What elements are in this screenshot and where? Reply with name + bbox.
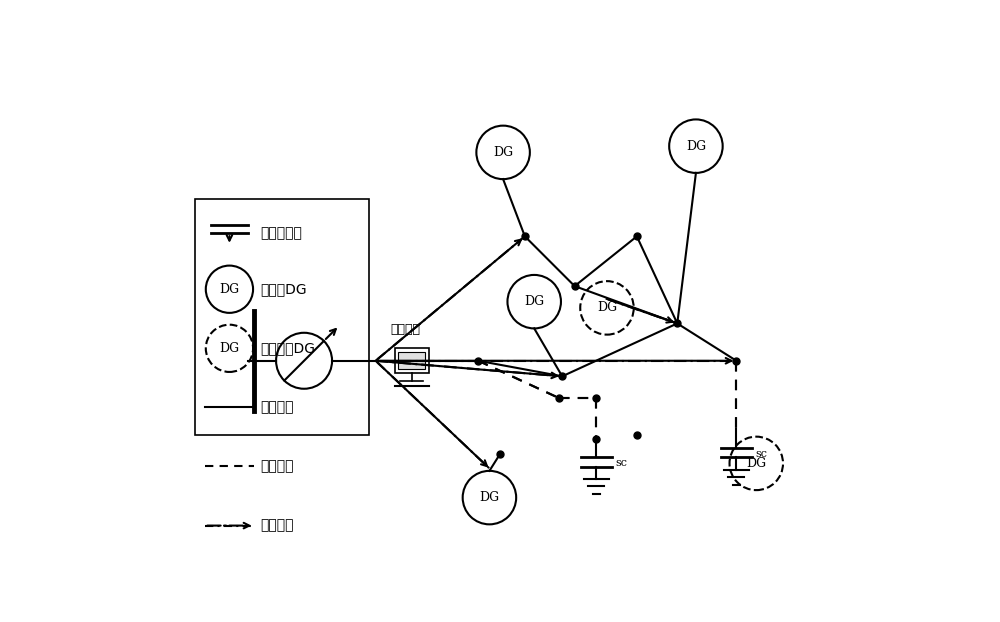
Text: 调度系统: 调度系统	[390, 323, 420, 336]
Text: sc: sc	[615, 458, 627, 468]
Bar	[398, 352, 425, 369]
Text: DG: DG	[493, 146, 513, 159]
Text: DG: DG	[479, 491, 499, 504]
Text: DG: DG	[524, 295, 544, 308]
Text: 可观测DG: 可观测DG	[261, 282, 307, 296]
Text: 通信线路: 通信线路	[261, 519, 294, 532]
Text: DG: DG	[219, 283, 239, 295]
FancyBboxPatch shape	[195, 199, 369, 435]
Text: sc: sc	[755, 449, 767, 459]
Text: DG: DG	[219, 342, 239, 355]
Text: 已知支路: 已知支路	[261, 401, 294, 414]
Text: 未知支路: 未知支路	[261, 460, 294, 473]
Text: DG: DG	[597, 302, 617, 314]
Text: 不可观测DG: 不可观测DG	[261, 341, 316, 355]
Bar	[395, 348, 429, 373]
Text: 并联电容器: 并联电容器	[261, 226, 302, 240]
Text: DG: DG	[746, 457, 766, 470]
Text: DG: DG	[686, 140, 706, 152]
